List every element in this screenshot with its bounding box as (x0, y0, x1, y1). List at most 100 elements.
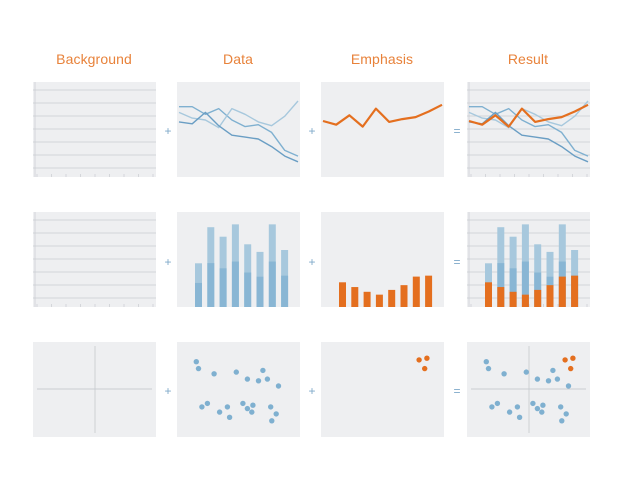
emphasis-point (568, 365, 574, 372)
data-bar-segment (244, 272, 252, 307)
data-point (539, 409, 545, 415)
data-point (273, 411, 279, 417)
panel-bar-emphasis (321, 212, 444, 307)
data-point (249, 409, 255, 415)
panel-line-emphasis (321, 82, 444, 177)
panel-bar-result (467, 212, 590, 307)
data-bar-segment (256, 276, 264, 307)
title-result: Result (507, 51, 549, 67)
data-bar-segment (497, 263, 505, 307)
panel-bar-background-svg (33, 212, 156, 307)
emphasis-bar (375, 294, 383, 307)
data-point (233, 369, 239, 375)
equals-operator: = (453, 255, 461, 269)
emphasis-bar (339, 282, 346, 307)
emphasis-bar (485, 282, 492, 307)
emphasis-bar (363, 291, 371, 307)
data-series-line (468, 111, 589, 163)
data-point (558, 404, 564, 410)
emphasis-point (570, 355, 576, 361)
panel-scatter-data-svg (193, 359, 282, 424)
data-point (240, 400, 246, 407)
emphasis-bar (497, 287, 505, 307)
data-point (483, 359, 489, 365)
data-point (530, 400, 536, 407)
emphasis-point (424, 355, 430, 361)
emphasis-bar (558, 276, 566, 307)
data-point (260, 367, 266, 374)
emphasis-series-line (468, 103, 589, 128)
emphasis-bar (400, 285, 408, 307)
emphasis-bar (534, 289, 542, 307)
panel-bar-emphasis-svg (339, 275, 433, 307)
plus-operator: + (308, 124, 316, 138)
data-point (211, 371, 217, 377)
emphasis-bar (509, 291, 517, 307)
data-point (275, 383, 282, 389)
emphasis-point (416, 357, 422, 363)
panel-bar-result-svg (467, 212, 590, 307)
data-point (485, 365, 492, 372)
data-point (540, 402, 546, 408)
equals-operator: = (453, 124, 461, 138)
panel-line-data-svg (178, 100, 299, 163)
emphasis-bar (351, 287, 359, 307)
emphasis-bar (571, 275, 579, 307)
data-point (534, 405, 541, 412)
emphasis-bar (425, 275, 433, 307)
data-point (501, 371, 507, 377)
data-bar-segment (521, 261, 529, 307)
emphasis-bar (521, 294, 529, 307)
panel-scatter-result (467, 342, 590, 437)
panel-line-background-svg (33, 82, 156, 177)
panel-bar-data-svg (195, 224, 289, 307)
data-point (523, 369, 529, 375)
panel-line-result (467, 82, 590, 177)
data-point (506, 409, 513, 415)
data-point (559, 418, 565, 424)
data-bar-segment (207, 263, 215, 307)
data-point (216, 409, 223, 415)
data-bar-segment (231, 261, 239, 307)
panel-line-data (177, 82, 300, 177)
panel-line-emphasis-svg (322, 103, 443, 128)
data-point (545, 378, 552, 384)
data-point (565, 383, 572, 389)
panel-bar-background (33, 212, 156, 307)
data-point (195, 365, 202, 372)
data-point (269, 418, 275, 424)
title-data: Data (223, 51, 253, 67)
panel-scatter-data (177, 342, 300, 437)
data-bar-segment (281, 275, 289, 307)
emphasis-bar (412, 276, 420, 307)
plus-operator: + (164, 384, 172, 398)
data-point (516, 414, 523, 420)
data-point (489, 404, 495, 410)
data-point (255, 378, 262, 384)
data-series-line (179, 106, 299, 157)
data-point (244, 376, 251, 382)
emphasis-point (562, 357, 568, 363)
data-point (193, 359, 199, 365)
plus-operator: + (308, 384, 316, 398)
plus-operator: + (164, 255, 172, 269)
panel-scatter-background-svg (37, 346, 152, 433)
data-point (250, 402, 256, 408)
data-series-line (178, 111, 299, 163)
data-point (554, 376, 561, 382)
data-bar-segment (534, 272, 542, 307)
data-bar-segment (195, 282, 202, 307)
panel-bar-data (177, 212, 300, 307)
emphasis-bar (546, 285, 554, 307)
data-point (268, 404, 274, 410)
panel-scatter-result-svg (471, 346, 586, 433)
data-series-line (178, 100, 299, 129)
plus-operator: + (308, 255, 316, 269)
panel-scatter-emphasis-svg (416, 355, 430, 372)
data-bar-segment (219, 268, 227, 307)
title-background: Background (56, 51, 132, 67)
data-bar-segment (268, 261, 276, 307)
data-point (494, 400, 501, 407)
data-point (204, 400, 211, 407)
